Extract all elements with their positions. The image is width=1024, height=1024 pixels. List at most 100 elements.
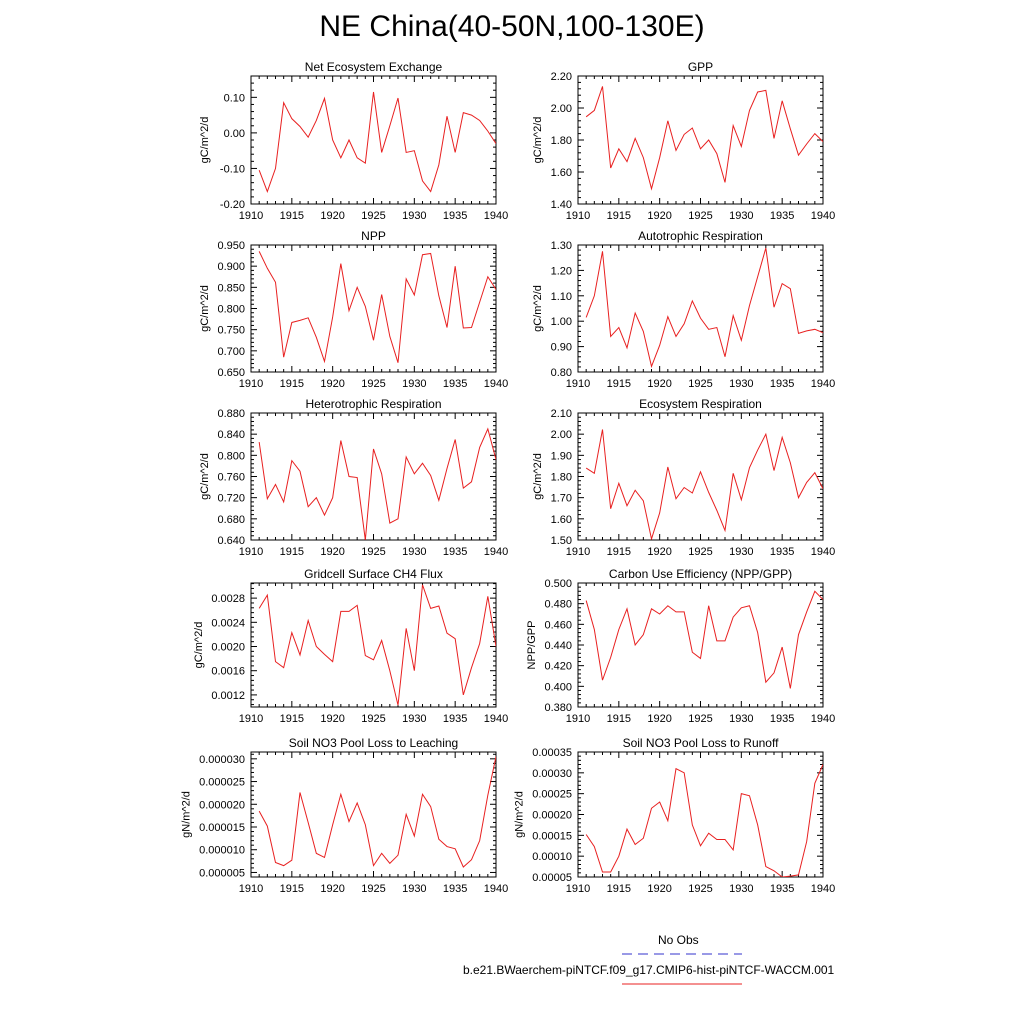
x-tick-label: 1915	[280, 883, 304, 895]
y-tick-label: 2.00	[551, 103, 572, 115]
x-tick-label: 1940	[811, 883, 835, 895]
y-tick-label: 0.850	[217, 282, 245, 294]
panel-title: Heterotrophic Respiration	[305, 397, 441, 411]
x-tick-label: 1920	[320, 378, 344, 390]
y-tick-label: 0.650	[217, 367, 245, 379]
y-tick-label: 0.000025	[199, 777, 245, 789]
y-tick-label: 0.0012	[211, 690, 245, 702]
chart-panel-5: Heterotrophic Respiration 1910 1915 1920 192…	[199, 397, 508, 558]
x-tick-label: 1930	[402, 378, 426, 390]
y-tick-label: 0.00020	[532, 810, 572, 822]
y-tick-label: 1.40	[551, 199, 572, 211]
y-tick-label: 0.800	[217, 304, 245, 316]
x-tick-label: 1930	[402, 883, 426, 895]
y-tick-label: 0.640	[217, 535, 245, 547]
series-line	[258, 251, 496, 364]
y-axis-label: gC/m^2/d	[532, 453, 544, 500]
x-tick-label: 1940	[484, 378, 508, 390]
plot-frame	[577, 75, 824, 205]
x-tick-label: 1925	[361, 883, 385, 895]
y-tick-label: 0.0024	[211, 617, 245, 629]
y-tick-label: 0.00025	[532, 789, 572, 801]
x-tick-label: 1910	[566, 713, 590, 725]
x-tick-label: 1935	[443, 210, 467, 222]
x-tick-label: 1920	[647, 713, 671, 725]
series-line	[258, 427, 496, 540]
series-line	[585, 247, 823, 369]
y-tick-label: 2.20	[551, 71, 572, 83]
chart-panel-9: Soil NO3 Pool Loss to Leaching 1910 1915 19…	[180, 736, 508, 895]
y-tick-label: 2.10	[551, 408, 572, 420]
y-tick-label: 1.20	[551, 265, 572, 277]
x-tick-label: 1940	[484, 883, 508, 895]
x-tick-label: 1910	[239, 210, 263, 222]
y-tick-label: 0.000015	[199, 822, 245, 834]
x-tick-label: 1940	[811, 378, 835, 390]
y-tick-label: 0.10	[224, 92, 245, 104]
x-tick-label: 1930	[402, 210, 426, 222]
series-line	[585, 590, 823, 689]
y-tick-label: 0.460	[544, 619, 572, 631]
x-tick-label: 1935	[770, 883, 794, 895]
x-tick-label: 1925	[688, 546, 712, 558]
x-tick-label: 1915	[280, 546, 304, 558]
plot-frame	[577, 751, 824, 878]
y-tick-label: 1.60	[551, 167, 572, 179]
x-tick-label: 1910	[239, 546, 263, 558]
y-tick-label: 0.00030	[532, 768, 572, 780]
x-tick-label: 1940	[484, 210, 508, 222]
y-axis-label: gN/m^2/d	[514, 791, 526, 838]
series-line	[585, 764, 823, 877]
legend-line-model-run	[622, 983, 742, 985]
x-tick-label: 1935	[770, 210, 794, 222]
x-tick-label: 1940	[811, 546, 835, 558]
y-tick-label: 0.700	[217, 346, 245, 358]
y-tick-label: 0.90	[551, 342, 572, 354]
plot-frame	[250, 412, 497, 541]
panel-title: Soil NO3 Pool Loss to Leaching	[289, 736, 458, 750]
y-tick-label: 1.00	[551, 316, 572, 328]
x-tick-label: 1935	[443, 378, 467, 390]
x-tick-label: 1910	[239, 883, 263, 895]
x-tick-label: 1935	[770, 713, 794, 725]
y-tick-label: 0.420	[544, 661, 572, 673]
x-tick-label: 1920	[647, 546, 671, 558]
y-tick-label: 0.720	[217, 493, 245, 505]
chart-panel-7: Gridcell Surface CH4 Flux 1910 1915 1920 192…	[193, 567, 508, 725]
x-tick-label: 1935	[443, 546, 467, 558]
legend-label-no-obs: No Obs	[658, 933, 699, 947]
x-tick-label: 1910	[566, 883, 590, 895]
chart-panel-1: Net Ecosystem Exchange 1910 1915 1920 1925 19…	[199, 60, 508, 222]
x-tick-label: 1925	[688, 210, 712, 222]
series-line	[585, 86, 823, 191]
x-tick-label: 1930	[729, 546, 753, 558]
x-tick-label: 1935	[443, 713, 467, 725]
page-title: NE China(40-50N,100-130E)	[319, 10, 705, 43]
y-tick-label: 1.80	[551, 135, 572, 147]
chart-panel-3: NPP 1910 1915 1920 1925 1930 1935 1940 0.650 0.70…	[199, 229, 508, 390]
chart-panel-8: Carbon Use Efficiency (NPP/GPP) 1910 1915 1…	[526, 567, 835, 725]
y-tick-label: 0.00015	[532, 830, 572, 842]
series-line	[258, 584, 496, 706]
legend-line-no-obs	[622, 953, 742, 955]
y-axis-label: gC/m^2/d	[193, 622, 205, 669]
y-tick-label: 0.680	[217, 514, 245, 526]
series-line	[258, 91, 496, 194]
x-tick-label: 1925	[361, 378, 385, 390]
plot-frame	[250, 582, 497, 708]
x-tick-label: 1940	[811, 713, 835, 725]
x-tick-label: 1910	[239, 713, 263, 725]
panel-title: GPP	[688, 60, 713, 74]
x-tick-label: 1925	[688, 713, 712, 725]
y-tick-label: 0.900	[217, 261, 245, 273]
x-tick-label: 1915	[607, 210, 631, 222]
y-tick-label: 0.950	[217, 240, 245, 252]
y-tick-label: 0.500	[544, 578, 572, 590]
x-tick-label: 1915	[607, 713, 631, 725]
x-tick-label: 1915	[280, 713, 304, 725]
legend-label-model-run: b.e21.BWaerchem-piNTCF.f09_g17.CMIP6-his…	[463, 963, 835, 977]
y-axis-label: gC/m^2/d	[199, 117, 211, 164]
y-tick-label: 0.380	[544, 702, 572, 714]
y-tick-label: 0.800	[217, 450, 245, 462]
x-tick-label: 1935	[770, 546, 794, 558]
